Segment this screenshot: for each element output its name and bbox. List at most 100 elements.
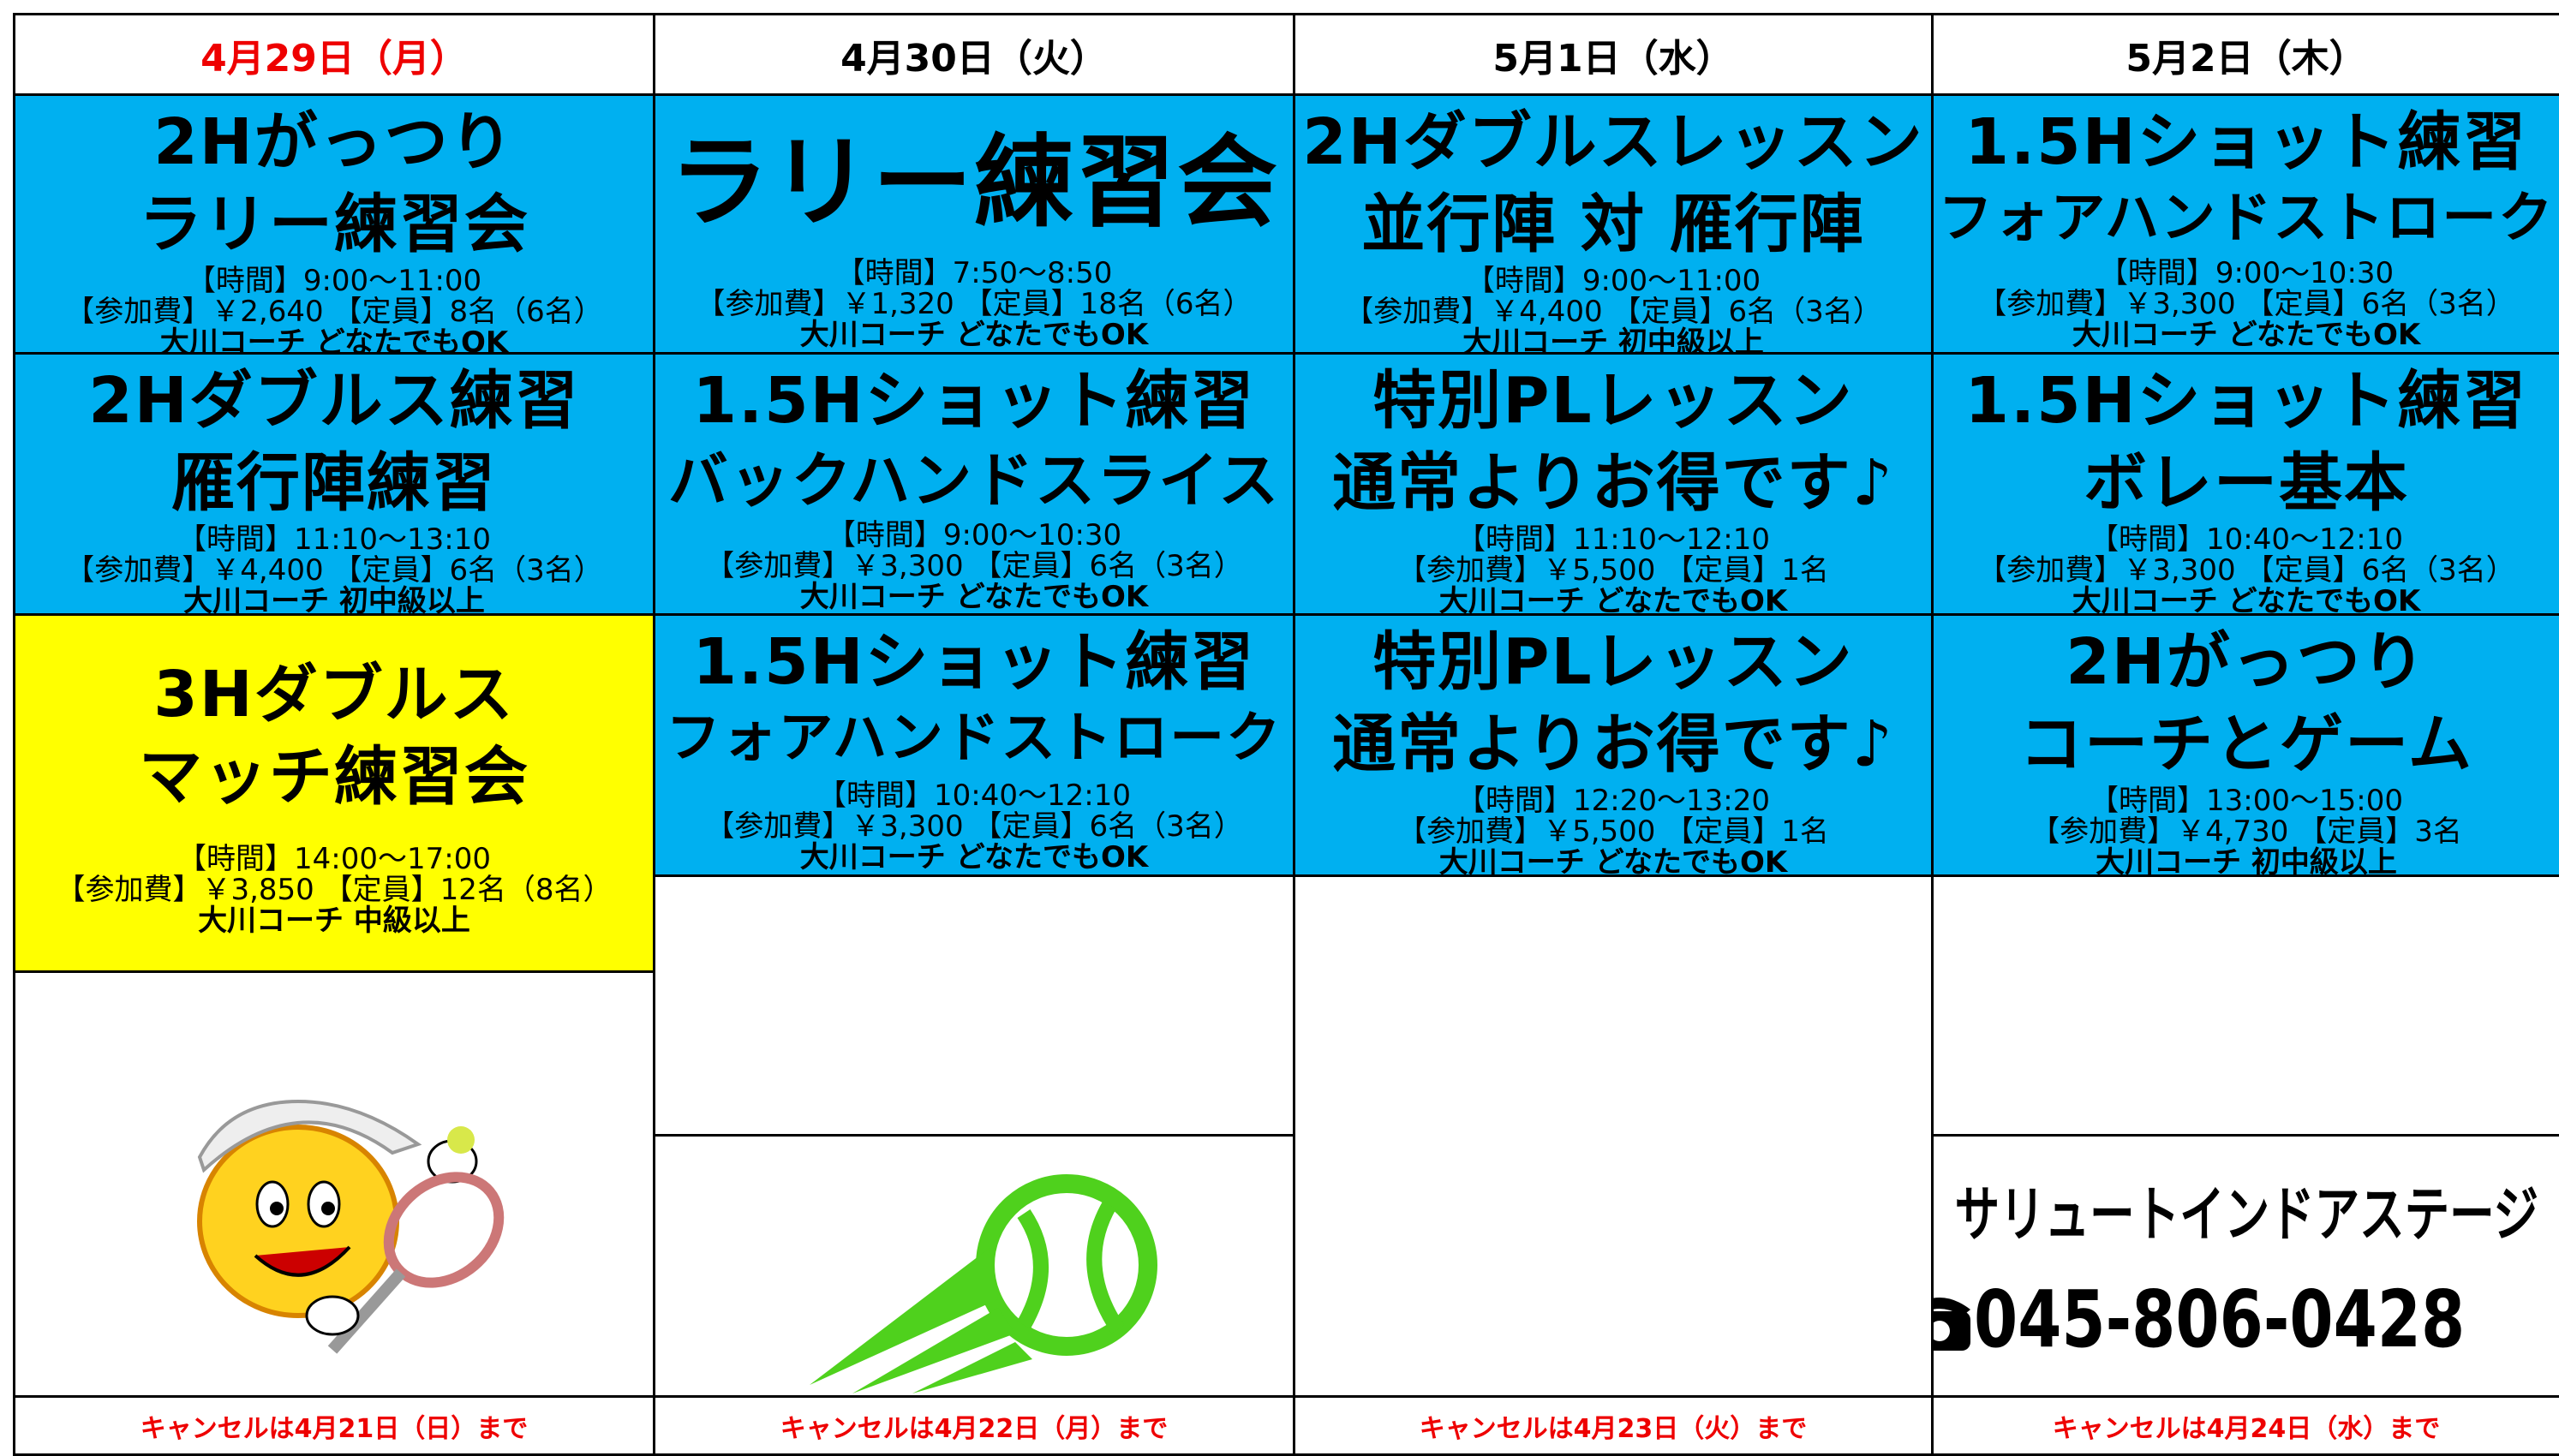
detail-time: 【時間】9:00～11:00 xyxy=(1465,264,1761,299)
detail-time: 【時間】11:10～13:10 xyxy=(177,522,491,558)
detail-fee: 【参加費】￥4,400 【定員】6名（3名） xyxy=(65,553,603,588)
lesson-cell: 2Hダブルスレッスン 並行陣 対 雁行陣 【時間】9:00～11:00 【参加費】￥4… xyxy=(1293,93,1934,355)
detail-fee: 【参加費】￥3,300 【定員】6名（3名） xyxy=(705,809,1243,844)
detail-note: 大川コーチ どなたでもOK xyxy=(2072,584,2421,616)
lesson-details: 【時間】7:50～8:50 【参加費】￥1,320 【定員】18名（6名） 大川コー… xyxy=(696,258,1252,350)
lesson-details: 【時間】9:00～11:00 【参加費】￥2,640 【定員】8名（6名） 大川コー… xyxy=(65,264,603,355)
lesson-cell: 2Hがっつり ラリー練習会 【時間】9:00～11:00 【参加費】￥2,640 【定… xyxy=(13,93,655,355)
detail-fee: 【参加費】￥4,400 【定員】6名（3名） xyxy=(1344,295,1882,330)
detail-note: 大川コーチ 中級以上 xyxy=(198,904,470,939)
lesson-title: 1.5Hショット練習 バックハンドスライス xyxy=(668,360,1280,520)
detail-time: 【時間】12:20～13:20 xyxy=(1456,784,1770,819)
shop-phone: 045-806-0428 xyxy=(1973,1274,2465,1365)
detail-fee: 【参加費】￥3,300 【定員】6名（3名） xyxy=(1977,553,2515,588)
ball-cell xyxy=(653,1134,1295,1398)
lesson-title: 1.5Hショット練習 ボレー基本 xyxy=(1964,360,2527,524)
date-header: 4月29日（月） xyxy=(13,13,655,96)
detail-note: 大川コーチ どなたでもOK xyxy=(1438,584,1788,616)
title-line: 3Hダブルス xyxy=(153,657,515,731)
detail-note: 大川コーチ どなたでもOK xyxy=(1438,845,1788,877)
lesson-details: 【時間】11:10～13:10 【参加費】￥4,400 【定員】6名（3名） 大川コ… xyxy=(65,522,603,616)
title-line: バックハンドスライス xyxy=(667,445,1281,516)
detail-time: 【時間】13:00～15:00 xyxy=(2090,784,2403,819)
title-line: フォアハンドストローク xyxy=(1938,187,2555,251)
lesson-details: 【時間】9:00～10:30 【参加費】￥3,300 【定員】6名（3名） 大川コー… xyxy=(705,520,1242,612)
detail-fee: 【参加費】￥2,640 【定員】8名（6名） xyxy=(65,295,603,330)
title-line: コーチとゲーム xyxy=(2019,707,2473,782)
lesson-title: 2Hダブルス練習 雁行陣練習 xyxy=(88,360,579,524)
detail-time: 【時間】9:00～10:30 xyxy=(2098,256,2395,290)
detail-note: 大川コーチ どなたでもOK xyxy=(2072,318,2421,352)
date-header: 5月1日（水） xyxy=(1293,13,1934,96)
title-line: マッチ練習会 xyxy=(139,740,529,814)
lesson-details: 【時間】11:10～12:10 【参加費】￥5,500 【定員】1名 大川コーチ ど… xyxy=(1397,522,1829,616)
empty-cell xyxy=(1293,874,1934,1398)
detail-fee: 【参加費】￥3,300 【定員】6名（3名） xyxy=(705,549,1243,584)
title-line: フォアハンドストローク xyxy=(666,707,1282,771)
detail-time: 【時間】9:00～10:30 xyxy=(826,518,1122,553)
lesson-title: ラリー練習会 xyxy=(669,101,1279,248)
lesson-details: 【時間】9:00～11:00 【参加費】￥4,400 【定員】6名（3名） 大川コー… xyxy=(1344,264,1882,355)
title-line: ラリー練習会 xyxy=(139,188,529,262)
title-line: 2Hがっつり xyxy=(2066,625,2427,699)
detail-fee: 【参加費】￥4,730 【定員】3名 xyxy=(2030,815,2462,850)
title-line: 並行陣 対 雁行陣 xyxy=(1361,188,1865,262)
detail-fee: 【参加費】￥5,500 【定員】1名 xyxy=(1397,553,1829,588)
detail-time: 【時間】14:00～17:00 xyxy=(177,842,491,877)
shop-phone-row: 045-806-0428 xyxy=(1934,1274,2559,1365)
lesson-title: 1.5Hショット練習フォアハンドストローク xyxy=(1938,101,2554,254)
lesson-cell: 1.5Hショット練習 バックハンドスライス 【時間】9:00～10:30 【参加費】￥… xyxy=(653,352,1295,616)
detail-note: 大川コーチ 初中級以上 xyxy=(183,584,485,616)
detail-note: 大川コーチ どなたでもOK xyxy=(799,840,1149,874)
cancel-note: キャンセルは4月24日（水）まで xyxy=(1931,1395,2559,1456)
lesson-cell: 1.5Hショット練習 ボレー基本 【時間】10:40～12:10 【参加費】￥3,30… xyxy=(1931,352,2559,616)
shop-name: サリュートインドアステージ xyxy=(1954,1179,2538,1250)
lesson-title: 2Hがっつり コーチとゲーム xyxy=(2019,621,2473,785)
lesson-details: 【時間】13:00～15:00 【参加費】￥4,730 【定員】3名 大川コーチ 初… xyxy=(2030,784,2462,877)
date-header: 5月2日（木） xyxy=(1931,13,2559,96)
title-line: ボレー基本 xyxy=(2084,446,2409,521)
lesson-details: 【時間】12:20～13:20 【参加費】￥5,500 【定員】1名 大川コーチ ど… xyxy=(1397,784,1829,877)
detail-note: 大川コーチ 初中級以上 xyxy=(1462,325,1764,355)
lesson-title: 3Hダブルス マッチ練習会 xyxy=(139,653,529,818)
lesson-title: 2Hがっつり ラリー練習会 xyxy=(139,101,529,266)
lesson-title: 1.5Hショット練習フォアハンドストローク xyxy=(666,621,1282,774)
lesson-cell: 2Hダブルス練習 雁行陣練習 【時間】11:10～13:10 【参加費】￥4,400 … xyxy=(13,352,655,616)
title-line: ラリー練習会 xyxy=(669,124,1279,241)
lesson-cell: 3Hダブルス マッチ練習会【時間】14:00～17:00 【参加費】￥3,850 【… xyxy=(13,613,655,973)
mascot xyxy=(197,1099,505,1354)
phone-icon xyxy=(1934,1297,1970,1351)
ball-icon xyxy=(810,1174,1157,1393)
lesson-details: 【時間】10:40～12:10 【参加費】￥3,300 【定員】6名（3名） 大川コ… xyxy=(705,780,1242,873)
detail-note: 大川コーチ どなたでもOK xyxy=(799,580,1149,615)
title-line: 1.5Hショット練習 xyxy=(1964,105,2528,179)
date-header: 4月30日（火） xyxy=(653,13,1295,96)
detail-note: 大川コーチ 初中級以上 xyxy=(2096,845,2397,877)
detail-time: 【時間】7:50～8:50 xyxy=(835,256,1113,290)
detail-time: 【時間】10:40～12:10 xyxy=(817,779,1131,813)
shop-cell: サリュートインドアステージ 045-806-0428 xyxy=(1931,1134,2559,1398)
title-line: 1.5Hショット練習 xyxy=(692,625,1256,699)
lesson-details: 【時間】10:40～12:10 【参加費】￥3,300 【定員】6名（3名） 大川コ… xyxy=(1977,524,2515,616)
lesson-cell: 1.5Hショット練習フォアハンドストローク【時間】9:00～10:30 【参加費】… xyxy=(1931,93,2559,355)
cancel-note: キャンセルは4月21日（日）まで xyxy=(13,1395,655,1456)
detail-fee: 【参加費】￥1,320 【定員】18名（6名） xyxy=(696,287,1253,321)
detail-time: 【時間】11:10～12:10 xyxy=(1456,522,1770,558)
title-line: 通常よりお得です♪ xyxy=(1332,707,1894,782)
detail-fee: 【参加費】￥3,850 【定員】12名（8名） xyxy=(56,873,613,908)
title-line: 1.5Hショット練習 xyxy=(692,364,1256,438)
detail-fee: 【参加費】￥3,300 【定員】6名（3名） xyxy=(1977,287,2515,321)
lesson-cell: 2Hがっつり コーチとゲーム 【時間】13:00～15:00 【参加費】￥4,730 … xyxy=(1931,613,2559,877)
lesson-cell: 特別PLレッスン 通常よりお得です♪ 【時間】12:20～13:20 【参加費】￥5,… xyxy=(1293,613,1934,877)
detail-time: 【時間】9:00～11:00 xyxy=(186,264,482,299)
lesson-cell: ラリー練習会【時間】7:50～8:50 【参加費】￥1,320 【定員】18名（6… xyxy=(653,93,1295,355)
lesson-cell: 1.5Hショット練習フォアハンドストローク【時間】10:40～12:10 【参加費… xyxy=(653,613,1295,877)
detail-fee: 【参加費】￥5,500 【定員】1名 xyxy=(1397,815,1829,850)
detail-note: 大川コーチ どなたでもOK xyxy=(159,325,509,355)
title-line: 2Hダブルスレッスン xyxy=(1302,105,1924,179)
lesson-title: 2Hダブルスレッスン 並行陣 対 雁行陣 xyxy=(1302,101,1923,266)
title-line: 雁行陣練習 xyxy=(170,446,497,521)
lesson-details: 【時間】9:00～10:30 【参加費】￥3,300 【定員】6名（3名） 大川コー… xyxy=(1977,258,2514,350)
title-line: 特別PLレッスン xyxy=(1372,364,1854,438)
